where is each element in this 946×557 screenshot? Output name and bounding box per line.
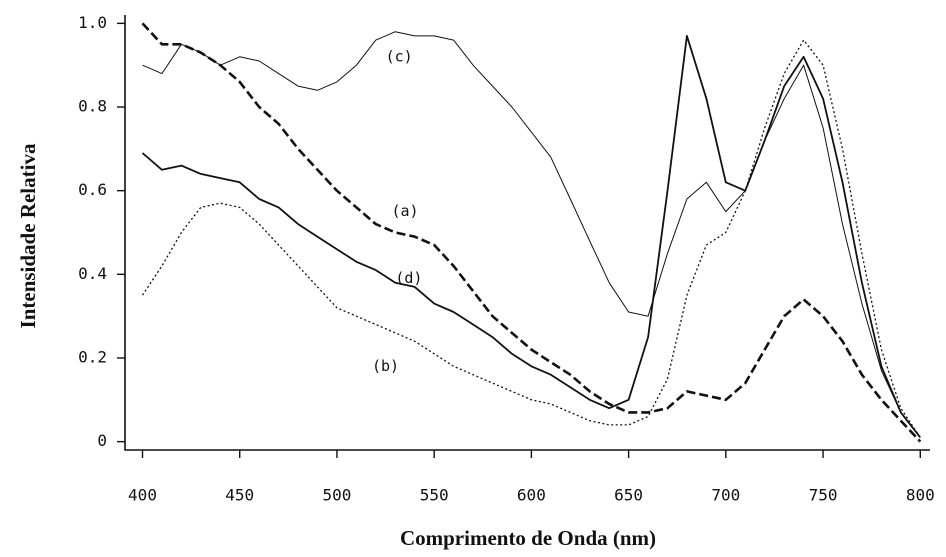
x-axis-title: Comprimento de Onda (nm) [400, 526, 656, 550]
x-tick-label: 800 [906, 486, 935, 505]
y-tick-label: 0.8 [78, 97, 107, 116]
line-series [141, 35, 922, 439]
x-tick-label: 650 [614, 486, 643, 505]
series-label: (a) [391, 202, 418, 220]
series-label: (d) [395, 269, 422, 287]
y-tick-label: 0 [97, 431, 107, 450]
x-tick-label: 700 [711, 486, 740, 505]
y-tick-label: 0.4 [78, 264, 107, 283]
series-label: (c) [386, 47, 413, 65]
x-tick-label: 400 [128, 486, 157, 505]
x-tick-label: 500 [322, 486, 351, 505]
x-tick-label: 550 [420, 486, 449, 505]
series-label: (b) [372, 357, 399, 375]
y-tick-label: 0.6 [78, 180, 107, 199]
axes [124, 15, 930, 451]
x-tick-label: 450 [225, 486, 254, 505]
line-series [141, 39, 921, 438]
y-axis-title: Intensidade Relativa [16, 143, 40, 328]
x-tick-label: 600 [517, 486, 546, 505]
y-tick-label: 1.0 [78, 13, 107, 32]
line-series [142, 31, 921, 438]
y-tick-label: 0.2 [78, 347, 107, 366]
x-tick-label: 750 [809, 486, 838, 505]
line-series [141, 22, 922, 443]
